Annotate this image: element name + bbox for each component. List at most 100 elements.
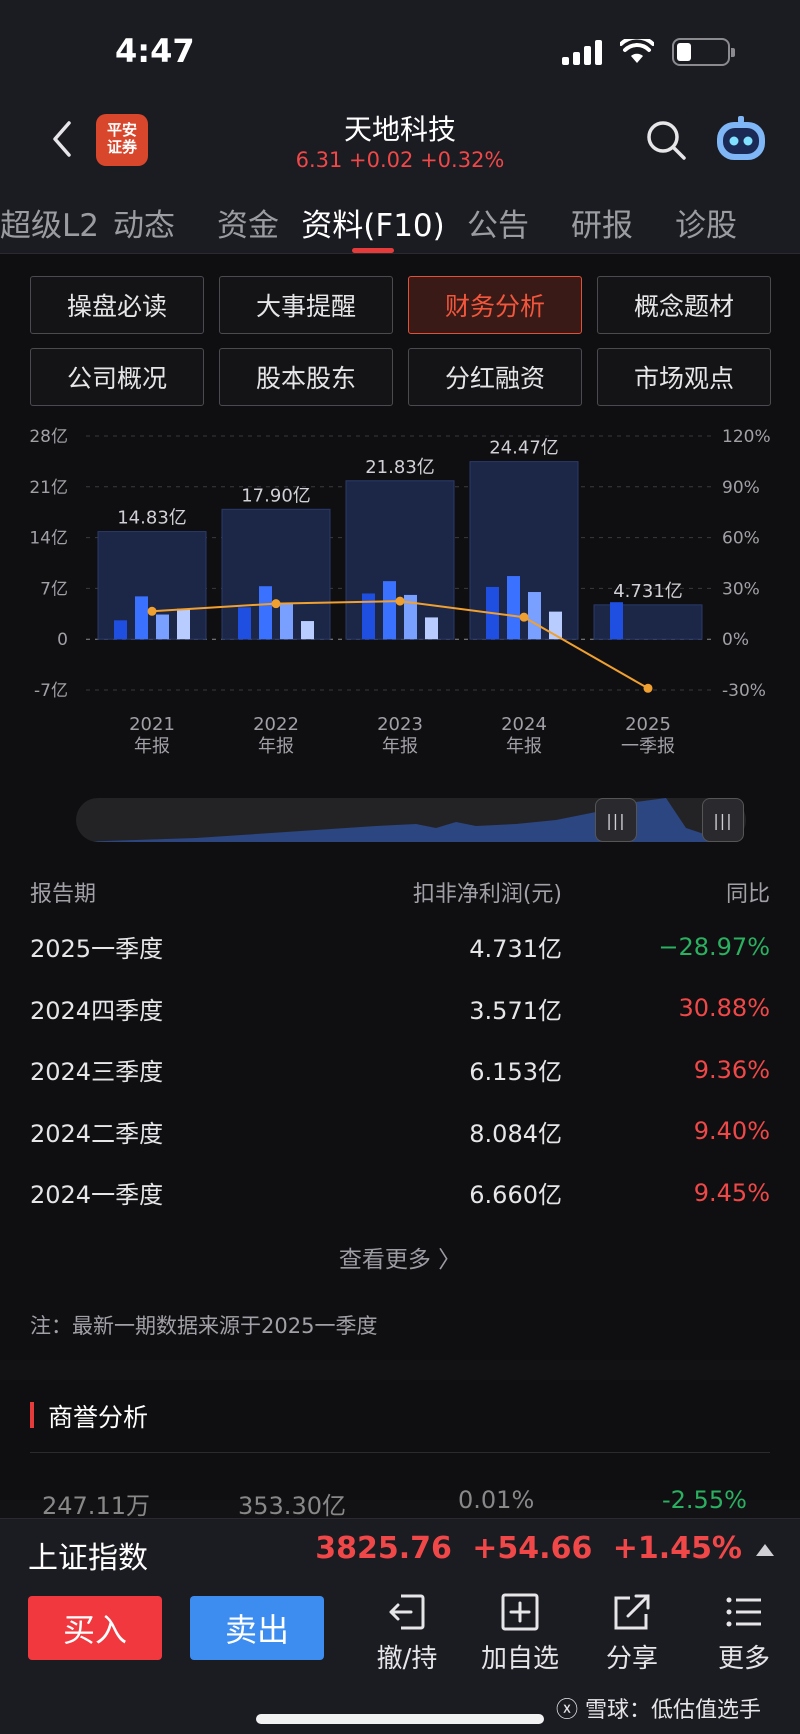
menu-icon	[726, 1597, 761, 1627]
row-value: 6.660亿	[469, 1181, 562, 1210]
y-right-tick-label: 0%	[722, 630, 749, 650]
ai-assistant-robot-icon[interactable]	[714, 114, 768, 166]
annual-value-label: 14.83亿	[117, 508, 187, 529]
annual-value-label: 17.90亿	[241, 485, 311, 506]
tab-research[interactable]: 研报	[571, 208, 633, 244]
y-right-tick-label: 60%	[722, 529, 760, 549]
xueqiu-watermark: ⓧ 雪球：低估值选手	[556, 1698, 761, 1723]
table-row[interactable]: 2025一季度 4.731亿 −28.97%	[30, 916, 770, 978]
add-watchlist-icon	[501, 1593, 539, 1631]
tab-diagnosis[interactable]: 诊股	[675, 208, 737, 244]
y-left-tick-label: 21亿	[29, 478, 68, 498]
home-indicator[interactable]	[256, 1714, 544, 1724]
row-yoy: 30.88%	[678, 994, 770, 1023]
quarter-bar	[425, 617, 438, 640]
index-values: 3825.76 +54.66 +1.45%	[315, 1531, 742, 1566]
x-tick-label: 2024	[501, 714, 547, 735]
y-left-tick-label: 28亿	[29, 427, 68, 447]
goodwill-value: 0.01%	[458, 1486, 535, 1514]
tab-announcements[interactable]: 公告	[467, 208, 529, 244]
row-value: 6.153亿	[469, 1058, 562, 1087]
quarter-bar	[610, 602, 623, 640]
sell-button[interactable]: 卖出	[190, 1596, 324, 1660]
sub-tab-events[interactable]: 大事提醒	[219, 276, 393, 334]
row-yoy: −28.97%	[658, 932, 770, 961]
yoy-point	[147, 606, 157, 616]
yoy-point	[395, 596, 405, 606]
search-icon[interactable]	[644, 118, 688, 162]
cancel-hold-icon	[389, 1594, 425, 1630]
section-accent-bar	[30, 1402, 34, 1428]
y-right-tick-label: 90%	[722, 478, 760, 498]
add-watchlist-button[interactable]: 加自选	[470, 1592, 570, 1675]
share-button[interactable]: 分享	[582, 1592, 682, 1675]
quarter-bar	[280, 603, 293, 640]
index-name: 上证指数	[28, 1541, 148, 1576]
profit-table: 报告期 扣非净利润(元) 同比 2025一季度 4.731亿 −28.97% 2…	[30, 868, 770, 1224]
section-divider	[30, 1452, 770, 1453]
index-change: +54.66	[472, 1531, 593, 1566]
goodwill-value: 247.11万	[42, 1492, 150, 1520]
annual-bar	[345, 480, 455, 640]
y-left-tick-label: -7亿	[34, 681, 68, 701]
tab-funds[interactable]: 资金	[217, 208, 279, 244]
annual-value-label: 21.83亿	[365, 457, 435, 478]
expand-up-icon[interactable]	[756, 1544, 774, 1556]
row-value: 8.084亿	[469, 1119, 562, 1148]
index-percent: +1.45%	[612, 1531, 742, 1566]
sub-tab-concepts[interactable]: 概念题材	[597, 276, 771, 334]
more-button[interactable]: 更多	[694, 1592, 794, 1675]
y-left-tick-label: 14亿	[29, 529, 68, 549]
buy-button[interactable]: 买入	[28, 1596, 162, 1660]
table-row[interactable]: 2024四季度 3.571亿 30.88%	[30, 978, 770, 1040]
table-row[interactable]: 2024一季度 6.660亿 9.45%	[30, 1162, 770, 1224]
tab-news[interactable]: 动态	[113, 208, 175, 244]
header-yoy: 同比	[725, 882, 770, 907]
sub-tab-dividends[interactable]: 分红融资	[408, 348, 582, 406]
yoy-point	[643, 683, 653, 693]
tab-level2[interactable]: 超级L2	[0, 208, 99, 244]
sub-tab-company-profile[interactable]: 公司概况	[30, 348, 204, 406]
market-index-bar[interactable]: 上证指数 3825.76 +54.66 +1.45%	[0, 1518, 800, 1580]
sub-tab-market-views[interactable]: 市场观点	[597, 348, 771, 406]
share-icon	[614, 1594, 650, 1630]
range-slider-track[interactable]	[76, 798, 746, 842]
row-period: 2024四季度	[30, 996, 164, 1025]
x-tick-label-sub: 年报	[506, 736, 542, 757]
row-value: 4.731亿	[469, 935, 562, 964]
header-net-profit: 扣非净利润(元)	[412, 882, 562, 907]
table-row[interactable]: 2024三季度 6.153亿 9.36%	[30, 1039, 770, 1101]
quarter-bar	[114, 620, 127, 640]
row-period: 2024三季度	[30, 1058, 164, 1087]
yoy-point	[271, 599, 281, 609]
x-tick-label-sub: 年报	[258, 736, 294, 757]
bottom-action-bar: 买入 卖出 撤/持 加自选 分享 更多 ⓧ 雪球：低估值选手	[0, 1580, 800, 1734]
status-time: 4:47	[115, 32, 195, 70]
view-more-link[interactable]: 查看更多 〉	[338, 1247, 462, 1273]
x-tick-label: 2025	[625, 714, 671, 735]
status-bar: 4:47	[0, 0, 800, 100]
cancel-hold-button[interactable]: 撤/持	[357, 1592, 457, 1675]
table-header: 报告期 扣非净利润(元) 同比	[30, 868, 770, 916]
sub-tab-shareholders[interactable]: 股本股东	[219, 348, 393, 406]
section-title: 商誉分析	[48, 1403, 149, 1432]
range-slider-right-handle[interactable]: |||	[702, 798, 744, 842]
row-period: 2024一季度	[30, 1181, 164, 1210]
status-icons	[562, 38, 735, 66]
index-price: 3825.76	[315, 1531, 452, 1566]
sub-tab-financial-analysis[interactable]: 财务分析	[408, 276, 582, 334]
tab-bar: 超级L2 动态 资金 资料(F10) 公告 研报 诊股	[0, 182, 800, 254]
x-tick-label: 2023	[377, 714, 423, 735]
sub-tab-trading-guide[interactable]: 操盘必读	[30, 276, 204, 334]
back-button[interactable]	[42, 114, 82, 164]
quarter-bar	[301, 621, 314, 640]
tab-f10[interactable]: 资料(F10)	[300, 182, 446, 253]
x-tick-label: 2022	[253, 714, 299, 735]
row-yoy: 9.40%	[693, 1117, 770, 1146]
profit-chart[interactable]: 28亿 21亿 14亿 7亿 0 -7亿 120% 90% 60% 30% 0% -30% 14.83亿…	[0, 426, 800, 776]
quarter-bar	[383, 581, 396, 640]
table-row[interactable]: 2024二季度 8.084亿 9.40%	[30, 1101, 770, 1163]
x-tick-label-sub: 一季报	[621, 736, 675, 757]
stock-name: 天地科技	[343, 113, 456, 146]
range-slider-left-handle[interactable]: |||	[595, 798, 637, 842]
